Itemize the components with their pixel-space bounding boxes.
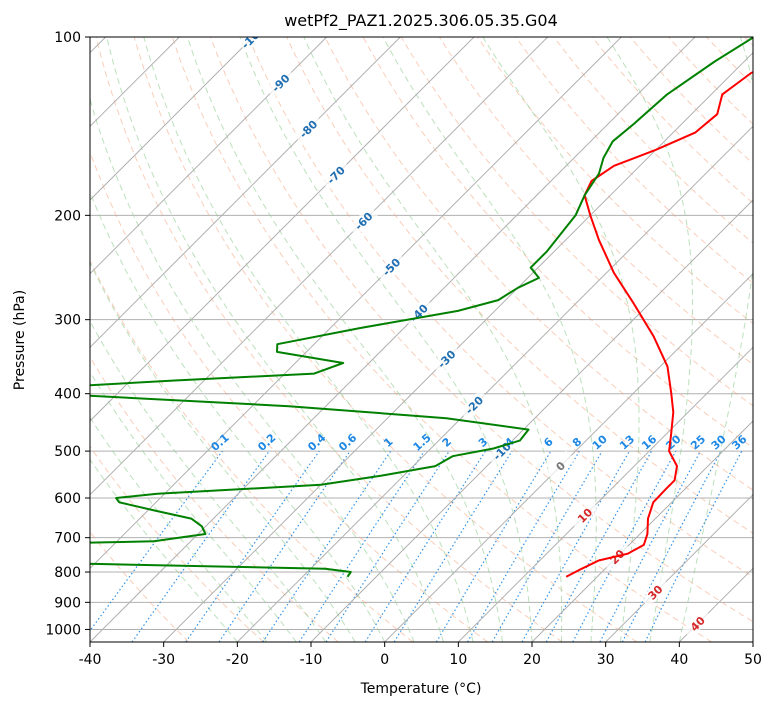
chart-title: wetPf2_PAZ1.2025.306.05.35.G04 bbox=[284, 11, 558, 31]
isotherm-label-bg bbox=[237, 37, 268, 52]
y-tick-label: 900 bbox=[54, 595, 81, 611]
isotherm-label-bg bbox=[320, 159, 351, 190]
isotherm-line bbox=[163, 51, 753, 642]
isotherm-label: 0 bbox=[545, 450, 576, 481]
isotherms bbox=[90, 37, 753, 642]
isotherm-label-bg bbox=[375, 251, 407, 282]
moist-adiabat-line bbox=[187, 37, 503, 642]
dry-adiabat-line bbox=[90, 445, 264, 642]
x-tick-label: 20 bbox=[523, 652, 541, 668]
dry-adiabat-line bbox=[210, 37, 753, 623]
x-tick-label: 0 bbox=[380, 652, 389, 668]
isotherm-line bbox=[310, 199, 753, 642]
x-tick-label: -30 bbox=[152, 652, 175, 668]
moist-adiabat-line bbox=[90, 370, 297, 642]
x-axis-title: Temperature (°C) bbox=[360, 681, 482, 697]
moist-adiabat-line bbox=[90, 416, 268, 642]
mixing-ratio-line bbox=[298, 450, 425, 642]
dry-adiabat-line bbox=[171, 37, 712, 642]
mixing-ratio-line bbox=[131, 450, 270, 642]
x-tick-label: -20 bbox=[226, 652, 249, 668]
y-tick-label: 200 bbox=[54, 208, 81, 224]
y-axis-title: Pressure (hPa) bbox=[12, 290, 28, 390]
mixing-ratio-line bbox=[262, 450, 392, 642]
mixing-ratio-line bbox=[521, 450, 631, 642]
isotherm-line bbox=[236, 125, 753, 642]
isotherm-label-bg bbox=[348, 205, 379, 236]
x-tick-label: -10 bbox=[300, 652, 323, 668]
y-tick-label: 1000 bbox=[45, 622, 81, 638]
isotherm-label-bg bbox=[639, 576, 671, 608]
dry-adiabat-line bbox=[515, 37, 753, 284]
isotherm-label-bg bbox=[458, 389, 490, 420]
moist-adiabat-line bbox=[303, 37, 563, 642]
isotherm-line bbox=[90, 37, 696, 642]
isotherm-label-bg bbox=[545, 450, 576, 481]
isotherm-line bbox=[90, 37, 328, 275]
mixing-ratio-line bbox=[644, 450, 743, 642]
x-axis-ticks: -40 -30 -20 -10 0 10 20 30 40 50 bbox=[79, 642, 762, 668]
y-tick-label: 600 bbox=[54, 491, 81, 507]
dry-adiabats bbox=[90, 37, 753, 642]
moist-adiabat-line bbox=[678, 37, 753, 642]
moist-adiabat-line bbox=[90, 190, 386, 642]
dewpoint-profile-line bbox=[90, 37, 753, 578]
mixing-ratio-line bbox=[545, 450, 653, 642]
mixing-ratio-line bbox=[325, 450, 450, 642]
moist-adiabat-line bbox=[106, 37, 445, 642]
y-tick-label: 100 bbox=[54, 30, 81, 46]
moist-adiabat-line bbox=[90, 320, 327, 642]
plot-frame bbox=[89, 36, 754, 643]
isotherm-line bbox=[90, 37, 475, 422]
isotherm-label-bg bbox=[265, 67, 296, 98]
y-tick-label: 800 bbox=[54, 565, 81, 581]
pressure-gridlines bbox=[90, 37, 753, 630]
y-tick-label: 700 bbox=[54, 531, 81, 547]
isotherm-label-bg bbox=[682, 608, 713, 639]
dry-adiabat-line bbox=[324, 37, 753, 491]
x-tick-label: 30 bbox=[597, 652, 615, 668]
isotherm-line bbox=[457, 346, 753, 642]
dry-adiabat-line bbox=[95, 37, 563, 642]
isotherm-label-bg bbox=[403, 297, 434, 328]
dry-adiabat-line bbox=[133, 37, 638, 642]
isotherm-label-bg bbox=[569, 499, 600, 531]
moist-adiabat-line bbox=[143, 37, 474, 642]
y-tick-label: 500 bbox=[54, 444, 81, 460]
y-tick-label: 400 bbox=[54, 387, 81, 403]
isotherm-line bbox=[384, 272, 753, 642]
moist-adiabat-line bbox=[382, 37, 597, 642]
moist-adiabat-line bbox=[482, 37, 640, 642]
sounding-series bbox=[90, 37, 753, 578]
y-tick-label: 300 bbox=[54, 313, 81, 329]
isotherm-line bbox=[90, 37, 549, 496]
x-tick-label: 50 bbox=[744, 652, 762, 668]
dry-adiabat-line bbox=[90, 259, 414, 642]
isotherm-line bbox=[605, 493, 753, 642]
isotherm-label-bg bbox=[431, 343, 462, 374]
temperature-profile-line bbox=[565, 71, 753, 578]
dry-adiabat-line bbox=[286, 37, 753, 534]
moist-adiabat-line bbox=[239, 37, 533, 642]
moist-adiabat-line bbox=[90, 458, 238, 642]
dry-adiabat-line bbox=[248, 37, 753, 578]
mixing-ratio-line bbox=[393, 450, 513, 642]
isotherm-line bbox=[90, 37, 254, 201]
mixing-ratio-line bbox=[218, 450, 351, 642]
x-tick-label: -40 bbox=[79, 652, 102, 668]
dry-adiabat-line bbox=[90, 356, 339, 642]
moist-adiabat-line bbox=[606, 37, 694, 642]
y-axis-ticks: 100 200 300 400 500 600 700 800 900 1000 bbox=[45, 30, 90, 638]
moist-adiabat-line bbox=[90, 261, 356, 642]
isotherm-label-bg bbox=[292, 113, 324, 144]
x-tick-label: 10 bbox=[449, 652, 467, 668]
x-tick-label: 40 bbox=[670, 652, 688, 668]
mixing-ratio-line bbox=[185, 450, 320, 642]
isotherm-line bbox=[531, 420, 753, 642]
